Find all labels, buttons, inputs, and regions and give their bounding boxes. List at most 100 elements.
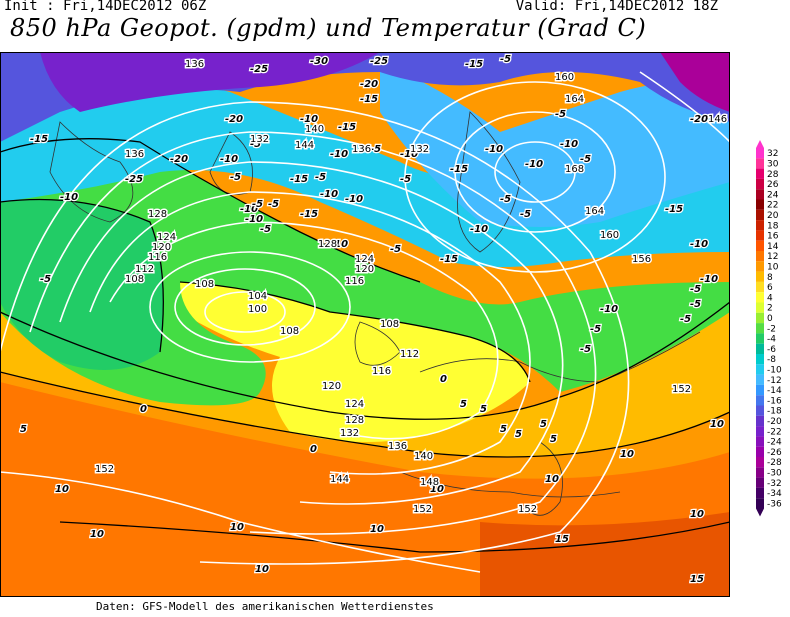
legend-label: -20	[767, 417, 782, 427]
legend-swatch	[756, 292, 764, 303]
geopotential-label: 152	[518, 504, 537, 515]
geopotential-label: 108	[280, 326, 299, 337]
mild-field	[0, 302, 730, 457]
legend-swatch	[756, 446, 764, 457]
legend-swatch	[756, 426, 764, 437]
temperature-label: 10	[430, 484, 444, 495]
map-frame	[0, 52, 730, 597]
legend-swatch	[756, 457, 764, 468]
temperature-label: 5	[480, 404, 487, 415]
legend-label: -28	[767, 458, 782, 468]
legend-swatch	[756, 395, 764, 406]
legend-label: -10	[767, 365, 782, 375]
geopotential-label: 128	[345, 415, 364, 426]
temperature-label: -10	[345, 194, 363, 205]
geopotential-label: 116	[345, 276, 364, 287]
geopotential-label: 124	[157, 232, 176, 243]
legend-swatch	[756, 477, 764, 488]
temperature-label: -5	[315, 172, 326, 183]
temperature-label: 5	[20, 424, 27, 435]
temperature-label: 5	[550, 434, 557, 445]
legend-label: -24	[767, 438, 782, 448]
temperature-label: -5	[580, 154, 591, 165]
coldest-field	[40, 52, 380, 112]
geopotential-label: 100	[248, 304, 267, 315]
geopotential-label: 108	[125, 274, 144, 285]
temperature-label: -15	[450, 164, 468, 175]
geopotential-label: 108	[195, 279, 214, 290]
geopotential-label: 120	[322, 381, 341, 392]
temperature-label: 10	[90, 529, 104, 540]
temperature-label: 5	[500, 424, 507, 435]
legend-swatch	[756, 261, 764, 272]
arctic-field	[660, 52, 730, 112]
temperature-label: -15	[300, 209, 318, 220]
temperature-label: -10	[320, 189, 338, 200]
legend-label: -6	[767, 345, 776, 355]
temperature-label: -5	[252, 199, 263, 210]
temperature-label: -10	[485, 144, 503, 155]
cold-field	[0, 138, 730, 406]
temperature-label: -25	[250, 64, 268, 75]
legend-swatch	[756, 251, 764, 262]
legend-label: 28	[767, 170, 779, 180]
geopotential-label: 168	[565, 164, 584, 175]
legend-label: 0	[767, 314, 773, 324]
legend-swatch	[756, 199, 764, 210]
legend-swatch	[756, 384, 764, 396]
temperature-label: -5	[250, 139, 261, 150]
geopotential-label: 116	[148, 252, 167, 263]
temperature-label: -5	[40, 274, 51, 285]
temperature-label: 10	[255, 564, 269, 575]
temperature-label: 10	[230, 522, 244, 533]
legend-label: -12	[767, 376, 782, 386]
temperature-label: -10	[560, 139, 578, 150]
geopotential-label: 144	[330, 474, 349, 485]
legend-label: -4	[767, 335, 776, 345]
geopotential-label: 120	[355, 264, 374, 275]
coastlines	[49, 111, 701, 516]
geopotential-label: 120	[152, 242, 171, 253]
legend-swatch	[756, 467, 764, 478]
geopotential-label: 112	[135, 264, 154, 275]
temperature-label: -5	[400, 174, 411, 185]
temperature-label: -10	[330, 239, 348, 250]
legend-swatch	[756, 364, 764, 375]
temperature-label: -10	[700, 274, 718, 285]
temperature-label: -5	[268, 199, 279, 210]
legend-swatch	[756, 158, 764, 169]
temperature-label: -15	[665, 204, 683, 215]
legend-label: 4	[767, 293, 773, 303]
legend-label: -26	[767, 448, 782, 458]
geopotential-label: 136	[352, 144, 371, 155]
legend-label: 24	[767, 190, 779, 200]
temperature-label: -10	[330, 149, 348, 160]
geopotential-label: 136	[125, 149, 144, 160]
legend-label: -16	[767, 396, 782, 406]
temperature-label: 10	[710, 419, 724, 430]
legend-label: -34	[767, 489, 782, 499]
legend-label: -32	[767, 479, 782, 489]
legend-label: -30	[767, 468, 782, 478]
data-source-footer: Daten: GFS-Modell des amerikanischen Wet…	[96, 600, 434, 613]
map-title: 850 hPa Geopot. (gpdm) und Temperatur (G…	[10, 14, 647, 42]
temperature-label: -15	[30, 134, 48, 145]
temperature-label: -10	[525, 159, 543, 170]
init-time-label: Init : Fri,14DEC2012 06Z	[4, 0, 207, 14]
temperature-label: -10	[690, 239, 708, 250]
legend-lower-arrow	[756, 508, 764, 517]
geopotential-label: 132	[410, 144, 429, 155]
legend-label: 18	[767, 221, 779, 231]
geopotential-label: 112	[400, 349, 419, 360]
legend-label: -36	[767, 499, 782, 509]
geopotential-label: 148	[420, 477, 439, 488]
temperature-label: 0	[140, 404, 147, 415]
legend-swatch	[756, 415, 764, 427]
temperature-label: -10	[400, 149, 418, 160]
legend-swatch	[756, 343, 764, 354]
legend-swatch	[756, 230, 764, 241]
temperature-label: -30	[310, 56, 328, 67]
legend-swatch	[756, 405, 764, 416]
temperature-label: -10	[220, 154, 238, 165]
geopotential-label: 146	[708, 114, 727, 125]
